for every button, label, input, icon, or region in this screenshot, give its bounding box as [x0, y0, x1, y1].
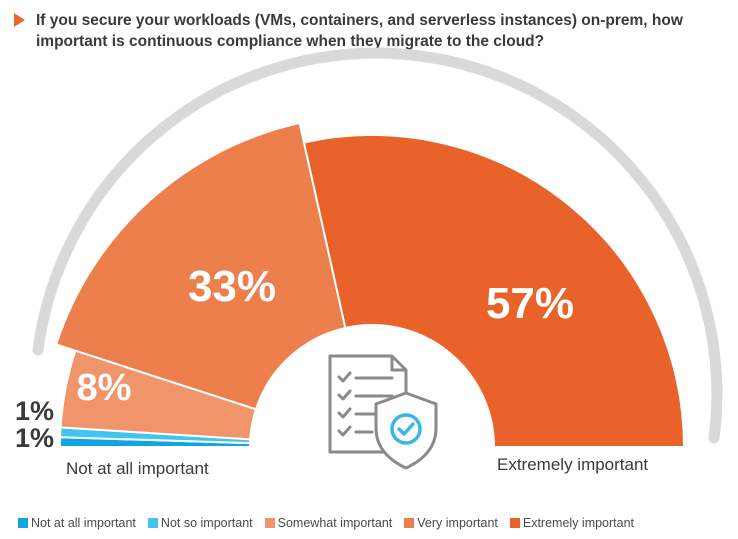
legend-label: Somewhat important	[277, 516, 393, 530]
outer-arc-decoration	[32, 47, 723, 444]
slice-extremely-important	[302, 134, 686, 448]
title-arrow-icon	[14, 13, 25, 27]
legend-swatch	[147, 518, 158, 528]
legend-label: Extremely important	[522, 516, 635, 530]
data-label-not-at-all-important: 1%	[15, 423, 54, 453]
legend-label: Not so important	[160, 516, 253, 530]
chart-title: If you secure your workloads (VMs, conta…	[36, 12, 683, 50]
legend-label: Very important	[417, 516, 498, 530]
legend-swatch	[404, 518, 415, 528]
data-label-very-important: 33%	[188, 262, 276, 311]
legend-swatch	[264, 518, 275, 528]
slice-very-important	[54, 121, 347, 411]
legend-item-not-at-all-important: Not at all important	[18, 516, 136, 530]
data-label-extremely-important: 57%	[486, 279, 574, 328]
scale-label-right: Extremely important	[497, 455, 648, 474]
legend-item-somewhat-important: Somewhat important	[264, 516, 393, 530]
legend-label: Not at all important	[31, 516, 136, 530]
scale-label-left: Not at all important	[66, 459, 209, 478]
legend-item-extremely-important: Extremely important	[509, 516, 635, 530]
legend-swatch	[509, 518, 520, 528]
legend-swatch	[18, 518, 28, 528]
chart-legend: Not at all important Not so important Some…	[18, 514, 733, 532]
data-label-somewhat-important: 8%	[77, 367, 132, 409]
legend-item-not-so-important: Not so important	[147, 516, 253, 530]
data-label-not-so-important: 1%	[15, 396, 54, 426]
checklist-shield-icon	[328, 354, 438, 470]
legend-item-very-important: Very important	[404, 516, 498, 530]
